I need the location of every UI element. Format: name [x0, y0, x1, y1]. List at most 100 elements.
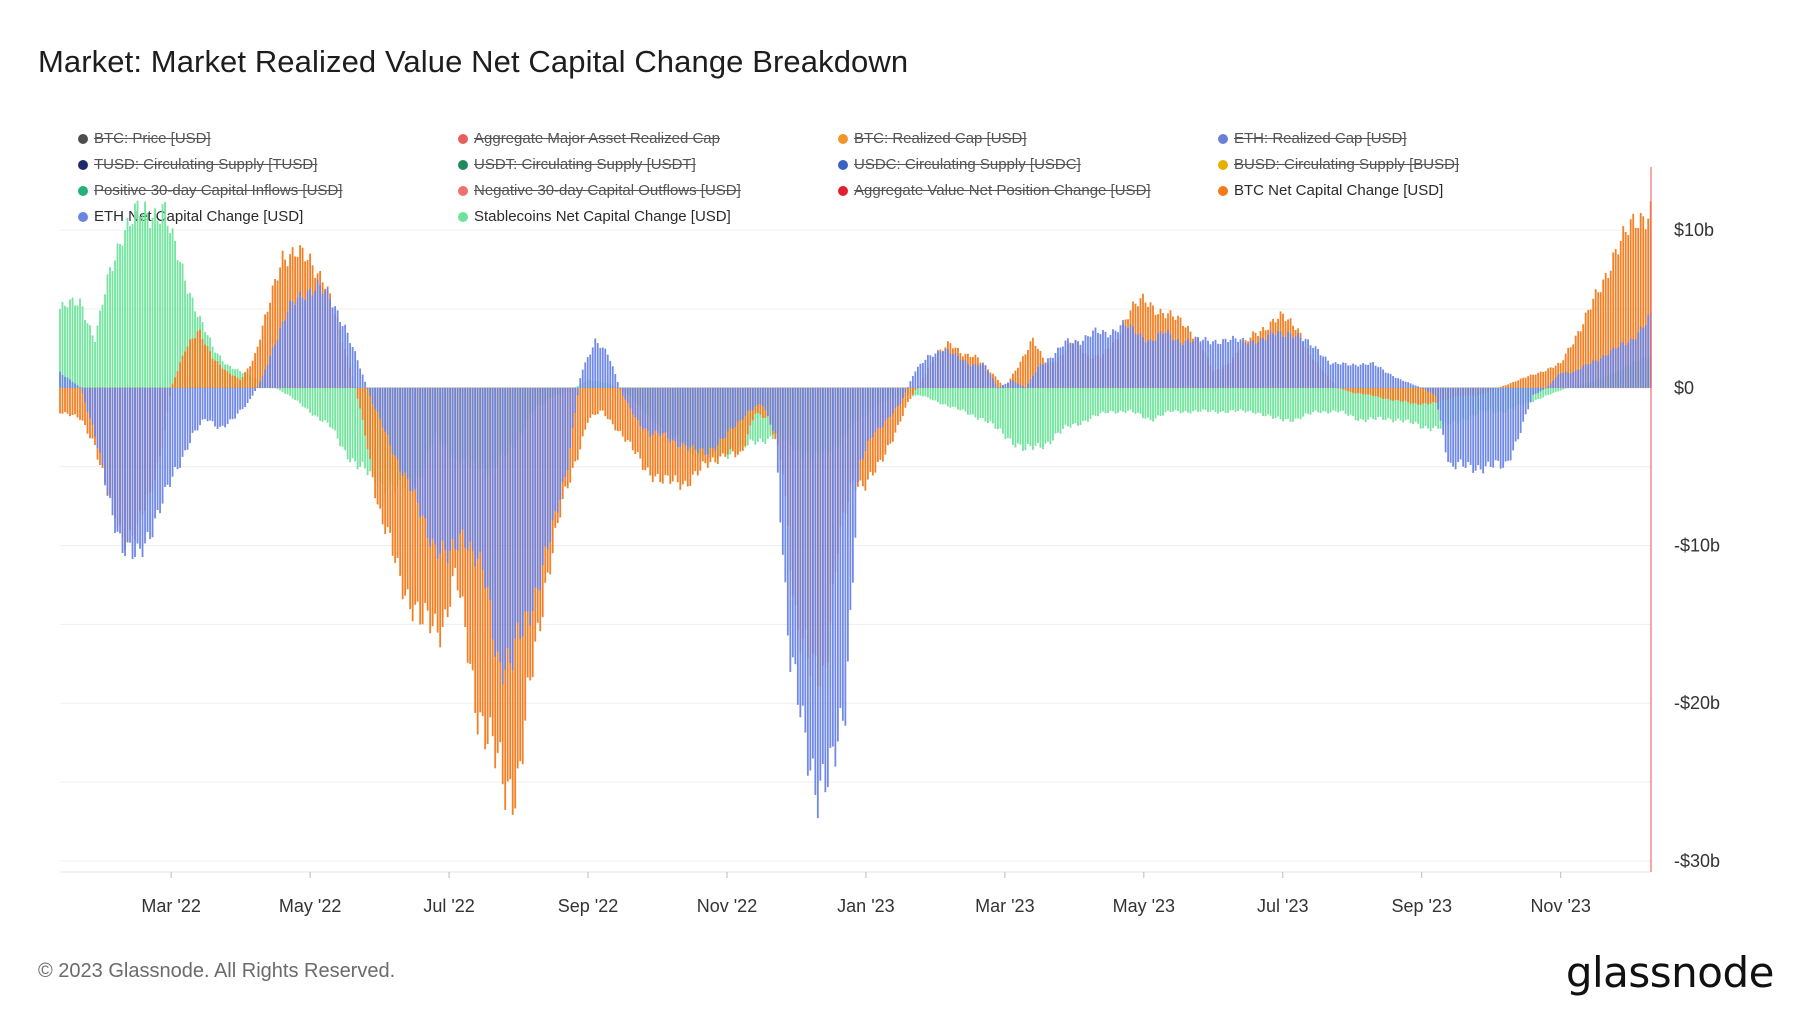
bar: [1144, 342, 1147, 388]
bar: [66, 387, 69, 414]
legend-item[interactable]: Negative 30-day Capital Outflows [USD]: [458, 182, 741, 199]
bar: [1247, 387, 1249, 412]
bar: [461, 387, 464, 530]
legend-item[interactable]: BTC: Price [USD]: [78, 130, 211, 147]
bar: [664, 387, 667, 433]
bar: [1162, 333, 1164, 388]
bar: [769, 387, 772, 425]
bar: [1592, 360, 1595, 388]
bar: [736, 387, 739, 422]
bar: [894, 387, 897, 433]
bar: [1142, 387, 1144, 418]
bar: [1314, 387, 1317, 411]
bar: [1474, 387, 1477, 471]
bar: [1102, 387, 1104, 412]
bar: [1367, 387, 1369, 395]
bar: [1209, 344, 1212, 388]
legend-item[interactable]: TUSD: Circulating Supply [TUSD]: [78, 156, 317, 173]
bar: [1107, 337, 1109, 388]
legend-item[interactable]: BUSD: Circulating Supply [BUSD]: [1218, 156, 1459, 173]
bar: [319, 285, 322, 388]
bar: [906, 387, 909, 388]
bar: [1479, 387, 1482, 470]
legend-item[interactable]: USDT: Circulating Supply [USDT]: [458, 156, 696, 173]
legend-item[interactable]: USDC: Circulating Supply [USDC]: [838, 156, 1081, 173]
bar: [934, 353, 937, 388]
bar: [64, 376, 66, 388]
bar: [1627, 342, 1630, 388]
bar: [74, 383, 76, 388]
bar: [1359, 387, 1362, 394]
bar: [621, 387, 624, 437]
bar: [1044, 387, 1047, 444]
legend-item[interactable]: BTC Net Capital Change [USD]: [1218, 182, 1443, 199]
bar: [1189, 342, 1192, 388]
bar: [1057, 387, 1059, 433]
bar: [504, 387, 507, 670]
bar: [1317, 349, 1319, 388]
bar: [1222, 387, 1224, 412]
legend-label: Negative 30-day Capital Outflows [USD]: [474, 182, 741, 199]
bar: [319, 387, 322, 421]
bar: [1079, 387, 1082, 425]
bar: [94, 342, 96, 388]
bar: [831, 387, 834, 747]
bar: [811, 387, 814, 759]
bar: [1552, 387, 1555, 394]
bar: [1319, 387, 1322, 414]
legend-item[interactable]: Aggregate Major Asset Realized Cap: [458, 130, 720, 147]
bar: [1292, 338, 1294, 388]
bar: [926, 355, 929, 388]
bar: [1312, 387, 1314, 412]
legend-item[interactable]: ETH Net Capital Change [USD]: [78, 208, 303, 225]
copyright-text: © 2023 Glassnode. All Rights Reserved.: [38, 960, 396, 982]
legend-item[interactable]: Stablecoins Net Capital Change [USD]: [458, 208, 731, 225]
bar: [744, 387, 747, 416]
bar: [881, 387, 884, 427]
bar: [314, 387, 317, 416]
bar: [1069, 343, 1072, 388]
bar: [886, 387, 889, 418]
bar: [129, 225, 131, 388]
bar: [1194, 336, 1197, 388]
bar: [1184, 340, 1187, 388]
bar: [1119, 387, 1122, 411]
bar: [919, 363, 922, 388]
bar: [1612, 347, 1615, 388]
bar: [1167, 330, 1169, 388]
bar: [596, 387, 599, 415]
bar: [1362, 387, 1364, 421]
bar: [799, 387, 802, 718]
bar: [904, 387, 907, 393]
bar: [994, 387, 997, 429]
bar: [1162, 387, 1164, 416]
bar: [1582, 365, 1585, 388]
bar: [1237, 387, 1239, 412]
bar: [109, 267, 111, 388]
bar: [216, 361, 219, 388]
bar: [786, 387, 789, 636]
bar: [1094, 327, 1097, 388]
legend-item[interactable]: Positive 30-day Capital Inflows [USD]: [78, 182, 342, 199]
bar: [1607, 355, 1610, 388]
legend-item[interactable]: Aggregate Value Net Position Change [USD…: [838, 182, 1151, 199]
series-2: [59, 279, 1652, 819]
bar: [191, 387, 194, 433]
bar: [1194, 387, 1197, 411]
bar: [1182, 345, 1184, 388]
bar: [1537, 387, 1540, 393]
bar: [1262, 338, 1264, 388]
bar: [614, 387, 617, 431]
bar: [1192, 387, 1194, 412]
bar: [646, 387, 649, 431]
bar: [1074, 387, 1077, 424]
legend-item[interactable]: ETH: Realized Cap [USD]: [1218, 130, 1407, 147]
bar: [1274, 387, 1277, 419]
bar: [1304, 338, 1307, 388]
bar: [1249, 340, 1252, 388]
legend-item[interactable]: BTC: Realized Cap [USD]: [838, 130, 1027, 147]
bar: [331, 387, 334, 429]
bar: [1267, 334, 1269, 388]
bar: [1499, 386, 1502, 388]
bar: [106, 274, 109, 388]
